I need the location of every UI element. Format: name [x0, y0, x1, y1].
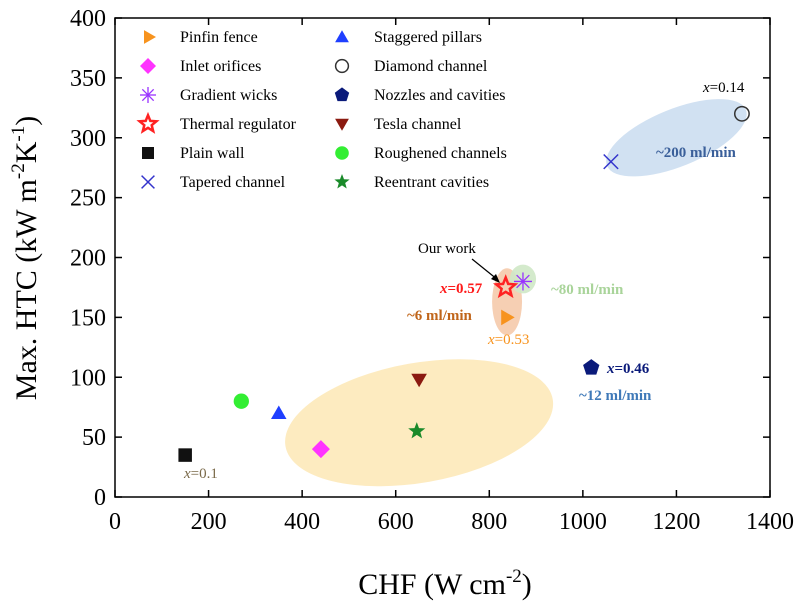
- legend-label-tesla-channel: Tesla channel: [374, 116, 462, 133]
- annotations: Our work x=0.57 ~6 ml/min x=0.53 ~80 ml/…: [183, 80, 745, 482]
- annotation-x057: x=0.57: [439, 281, 483, 297]
- y-tick-label: 350: [70, 66, 106, 92]
- annotation-x01: x=0.1: [183, 466, 218, 482]
- y-tick-label: 400: [70, 6, 106, 32]
- legend-label-roughened-channels: Roughened channels: [374, 145, 507, 162]
- legend-label-staggered-pillars: Staggered pillars: [374, 29, 482, 46]
- point-plain-wall: [178, 448, 192, 462]
- legend-marker-inlet-orifices: [140, 58, 156, 74]
- legend-marker-reentrant-cavities: [334, 174, 350, 189]
- highlight-region-1: [606, 99, 747, 177]
- annotation-x014: x=0.14: [702, 80, 745, 96]
- legend-marker-tapered-channel: [141, 175, 155, 189]
- x-tick-label: 0: [109, 509, 121, 535]
- x-tick-label: 1000: [559, 509, 607, 535]
- point-inlet-orifices: [311, 440, 330, 459]
- y-axis-title: Max. HTC (kW m-2K-1): [8, 116, 43, 400]
- legend-label-plain-wall: Plain wall: [180, 145, 245, 162]
- legend-marker-diamond-channel: [334, 58, 350, 74]
- data-points: [178, 105, 750, 462]
- y-tick-label: 200: [70, 246, 106, 272]
- legend-marker-plain-wall: [142, 147, 154, 159]
- x-tick-label: 1400: [746, 509, 794, 535]
- annotation-flow80: ~80 ml/min: [551, 282, 624, 298]
- legend-marker-roughened-channels: [335, 146, 349, 160]
- point-gradient-wicks: [513, 272, 532, 291]
- legend-label-reentrant-cavities: Reentrant cavities: [374, 174, 489, 191]
- legend-label-gradient-wicks: Gradient wicks: [180, 87, 277, 104]
- y-tick-label: 150: [70, 305, 106, 331]
- annotation-flow12: ~12 ml/min: [579, 388, 652, 404]
- legend: Pinfin fence Inlet orifices Gradient wicks…: [136, 29, 507, 191]
- point-reentrant-cavities: [408, 422, 426, 439]
- point-pinfin-fence: [501, 309, 515, 326]
- legend-marker-pinfin-fence: [144, 30, 156, 44]
- x-tick-label: 400: [284, 509, 320, 535]
- point-thermal-regulator: [492, 274, 519, 299]
- tick-labels: 0 200 400 600 800 1000 1200 1400 0 50 100 150 200 250…: [70, 6, 794, 535]
- highlight-regions: [285, 99, 747, 487]
- legend-marker-staggered-pillars: [335, 30, 349, 43]
- annotation-x053: x=0.53: [487, 332, 529, 348]
- point-staggered-pillars: [271, 405, 287, 419]
- legend-label-diamond-channel: Diamond channel: [374, 58, 488, 75]
- legend-label-pinfin-fence: Pinfin fence: [180, 29, 258, 46]
- y-tick-label: 100: [70, 365, 106, 391]
- y-tick-label: 300: [70, 126, 106, 152]
- annotation-flow200: ~200 ml/min: [656, 145, 737, 161]
- x-tick-label: 1200: [652, 509, 700, 535]
- annotation-arrowhead: [491, 274, 500, 283]
- point-nozzles-and-cavities: [583, 359, 600, 375]
- axes: [114, 17, 771, 498]
- legend-label-nozzles-and-cavities: Nozzles and cavities: [374, 87, 506, 104]
- x-tick-label: 600: [378, 509, 414, 535]
- annotation-flow6: ~6 ml/min: [407, 308, 473, 324]
- annotation-our-work: Our work: [418, 241, 476, 257]
- legend-label-tapered-channel: Tapered channel: [180, 174, 286, 191]
- legend-marker-gradient-wicks: [140, 87, 156, 103]
- y-tick-label: 0: [94, 485, 106, 511]
- point-diamond-channel: [733, 105, 750, 122]
- y-tick-label: 250: [70, 186, 106, 212]
- legend-label-inlet-orifices: Inlet orifices: [180, 58, 261, 75]
- x-tick-label: 800: [471, 509, 507, 535]
- legend-marker-thermal-regulator: [136, 111, 160, 134]
- y-tick-label: 50: [82, 425, 106, 451]
- annotation-x046: x=0.46: [606, 361, 650, 377]
- x-tick-label: 200: [191, 509, 227, 535]
- point-roughened-channels: [233, 393, 249, 409]
- highlight-region-0: [285, 359, 554, 487]
- legend-marker-tesla-channel: [335, 118, 349, 131]
- legend-label-thermal-regulator: Thermal regulator: [180, 116, 297, 133]
- x-axis-title: CHF (W cm-2): [358, 566, 532, 601]
- point-tapered-channel: [603, 153, 619, 170]
- point-tesla-channel: [411, 373, 427, 388]
- legend-marker-nozzles-and-cavities: [334, 87, 350, 102]
